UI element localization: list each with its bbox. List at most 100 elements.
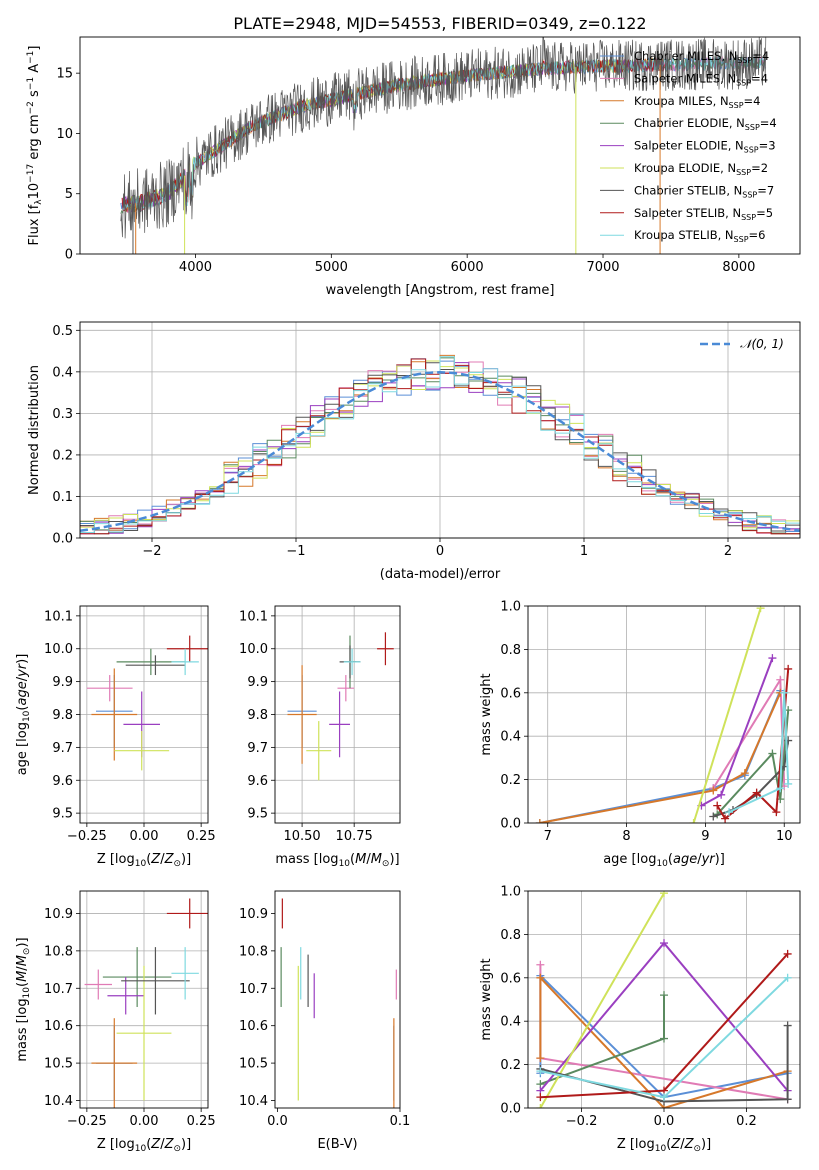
- x-tick-label: −0.2: [566, 1114, 598, 1129]
- y-tick-label: 10.0: [239, 642, 268, 657]
- weight-marker-salpeter-stelib: [784, 664, 793, 673]
- y-axis-label-part: ⊙: [22, 948, 32, 956]
- x-axis-label-part: (: [146, 852, 151, 867]
- y-axis-label-part: s: [27, 90, 42, 101]
- y-tick-label: 0.4: [500, 730, 521, 745]
- x-tick-label: 6000: [451, 260, 484, 275]
- legend-label-tail: =7: [757, 183, 774, 197]
- x-axis-label-part: Z: [684, 1137, 695, 1152]
- weight-marker-salpeter-stelib: [536, 1093, 545, 1102]
- weight-marker-kroupa-stelib: [783, 973, 792, 982]
- y-tick-label: 9.8: [52, 708, 73, 723]
- x-tick-label: 0.0: [654, 1114, 675, 1129]
- legend-label-sub: SSP: [741, 213, 756, 222]
- x-axis-label-part: Z [log: [97, 852, 135, 867]
- legend-label-sub: SSP: [734, 235, 749, 244]
- legend-label-sub: SSP: [745, 123, 760, 132]
- x-axis-label-part: age [log: [603, 852, 656, 867]
- y-tick-label: 1.0: [500, 885, 521, 900]
- legend-label-tail: =4: [744, 94, 761, 108]
- weight-marker-salpeter-stelib: [752, 788, 761, 797]
- y-tick-label: 0.0: [500, 817, 521, 832]
- y-axis-label-part: erg cm: [27, 114, 42, 163]
- x-tick-label: 7000: [586, 260, 619, 275]
- y-axis-label-part: age [log: [15, 722, 30, 775]
- legend-label-tail: =4: [752, 49, 769, 63]
- legend-label-main: Salpeter MILES, N: [634, 71, 736, 85]
- x-tick-label: 5000: [315, 260, 348, 275]
- y-tick-label: 0.2: [500, 773, 521, 788]
- y-tick-label: 10.0: [44, 642, 73, 657]
- weight-marker-salpeter-elodie: [768, 654, 777, 663]
- x-tick-label: 0.2: [736, 1114, 757, 1129]
- weight-marker-salpeter-miles: [536, 960, 545, 969]
- weight-line-salpeter-miles: [712, 676, 786, 789]
- legend-label-main: Salpeter STELIB, N: [634, 206, 741, 220]
- weight-line-kroupa-elodie: [692, 607, 762, 823]
- legend-label: Chabrier STELIB, NSSP=7: [634, 183, 774, 199]
- x-axis-label-part: /: [366, 852, 371, 867]
- weight-marker-kroupa-miles: [535, 819, 544, 823]
- spectrum-line-chabrier-stelib: [120, 37, 767, 239]
- legend-label-main: Chabrier ELODIE, N: [634, 116, 745, 130]
- x-tick-label: 8000: [722, 260, 755, 275]
- x-axis-label-part: ⊙: [173, 1144, 181, 1154]
- y-axis-label-part: /: [15, 676, 30, 681]
- x-axis-label-part: Z [log: [97, 1137, 135, 1152]
- x-axis-label-part: ⊙: [382, 859, 390, 869]
- y-tick-label: 0.1: [52, 490, 73, 505]
- weight-marker-kroupa-miles: [740, 769, 749, 778]
- x-axis-label: wavelength [Angstrom, rest frame]: [326, 283, 555, 298]
- y-axis-label: Flux [fλ10−17 erg cm−2 s−1 A−1]: [26, 46, 44, 246]
- y-tick-label: 10.4: [44, 1094, 73, 1109]
- legend-label: Kroupa ELODIE, NSSP=2: [634, 161, 768, 177]
- y-tick-label: 9.6: [52, 774, 73, 789]
- x-axis-label-part: 10: [135, 1144, 147, 1154]
- x-tick-label: 8: [622, 829, 630, 844]
- y-axis-label-part: −1: [26, 77, 36, 90]
- y-tick-label: 0.2: [52, 448, 73, 463]
- y-tick-label: 10.5: [239, 1057, 268, 1072]
- weight-line-salpeter-stelib: [716, 668, 790, 821]
- x-axis-label: Z [log10(Z/Z⊙)]: [617, 1137, 711, 1154]
- x-axis-label-part: /: [680, 1137, 685, 1152]
- weight-marker-salpeter-elodie: [717, 790, 726, 799]
- y-tick-label: 10.8: [44, 944, 73, 959]
- y-axis-label: age [log10(age/yr)]: [15, 654, 32, 776]
- weight-marker-salpeter-miles: [776, 675, 785, 684]
- x-axis-label-part: Z: [164, 852, 175, 867]
- weight-line-salpeter-elodie: [700, 657, 774, 807]
- weight-line-chabrier-stelib: [540, 1025, 789, 1103]
- legend-label-main: Kroupa MILES, N: [634, 94, 729, 108]
- x-tick-label: 0: [436, 544, 444, 559]
- y-axis-label-part: yr: [15, 662, 30, 678]
- y-tick-label: 10.6: [239, 1019, 268, 1034]
- weight-marker-chabrier-stelib: [709, 812, 718, 821]
- weight-marker-salpeter-stelib: [721, 814, 730, 823]
- y-tick-label: 0: [65, 248, 73, 263]
- y-axis-label-part: 10: [22, 710, 32, 722]
- weight-marker-chabrier-elodie: [660, 991, 668, 1000]
- y-tick-label: 10.9: [239, 907, 268, 922]
- panel-age-vs-Z: −0.25 0.00 0.25 9.5 9.6 9.7 9.8 9.9 10.0 10.1 Z [l…: [15, 605, 216, 869]
- legend-label: Chabrier MILES, NSSP=4: [634, 49, 769, 65]
- x-axis-label-part: M: [371, 852, 382, 867]
- x-tick-label: 0.00: [130, 829, 159, 844]
- x-tick-label: 7: [544, 829, 552, 844]
- y-axis-label-part: Flux [f: [27, 204, 42, 245]
- legend-label-tail: =2: [751, 161, 768, 175]
- legend-label: Salpeter STELIB, NSSP=5: [634, 206, 773, 222]
- y-axis-label-part: Normed distribution: [27, 365, 42, 495]
- x-tick-label: 0.1: [390, 1114, 411, 1129]
- legend-label-tail: =4: [760, 116, 777, 130]
- x-axis-label: mass [log10(M/M⊙)]: [275, 852, 399, 869]
- y-axis-label: mass [log10(M/M⊙)]: [15, 937, 32, 1061]
- weight-marker-kroupa-stelib: [780, 688, 789, 697]
- legend-label: Salpeter ELODIE, NSSP=3: [634, 139, 776, 155]
- weight-marker-salpeter-stelib: [783, 949, 792, 958]
- y-tick-label: 10.9: [44, 907, 73, 922]
- weight-marker-kroupa-miles: [536, 973, 545, 982]
- legend-label-normal: 𝒩(0, 1): [740, 337, 784, 351]
- weight-line-kroupa-stelib: [728, 692, 790, 814]
